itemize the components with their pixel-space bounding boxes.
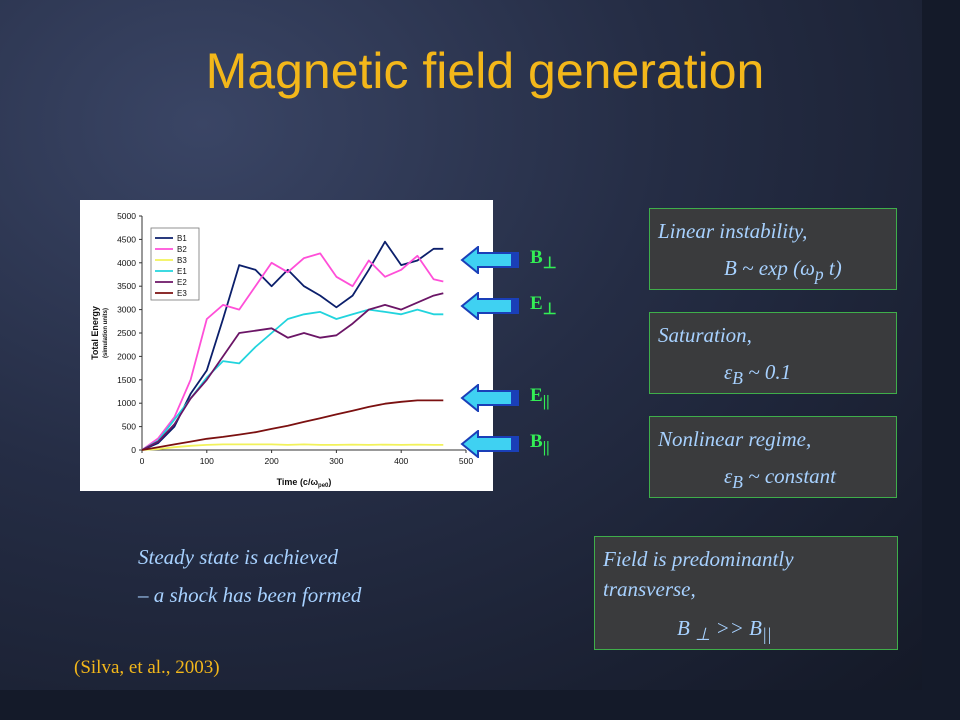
y-tick-label-0: 0 — [131, 445, 136, 455]
x-tick-label-0: 0 — [140, 456, 145, 466]
energy-chart: 0 500 1000 1500 2000 2500 3000 3500 4000 4500 5000… — [80, 200, 493, 491]
transverse-line1: Field is predominantly — [603, 547, 794, 571]
label-b-perp: B⊥ — [530, 247, 557, 272]
series-line-e3 — [141, 399, 444, 451]
series-line-e1 — [141, 308, 444, 451]
y-tick-label-8: 4000 — [117, 258, 136, 268]
y-tick-label-3: 1500 — [117, 375, 136, 385]
x-tick-label-1: 100 — [200, 456, 214, 466]
nonlinear-line1: Nonlinear regime, — [658, 427, 812, 451]
x-axis-label: Time (c/ωpe0) — [277, 477, 332, 489]
transverse-line2: B ⊥ >> B|| — [677, 616, 772, 645]
y-axis-label: Total Energy — [90, 306, 100, 360]
nonlinear-line2: εB ~ constant — [724, 464, 837, 493]
legend-label-b2: B2 — [177, 245, 187, 254]
y-tick-label-10: 5000 — [117, 211, 136, 221]
x-tick-label-5: 500 — [459, 456, 473, 466]
x-tick-label-2: 200 — [265, 456, 279, 466]
legend-label-b3: B3 — [177, 256, 187, 265]
x-tick-label-4: 400 — [394, 456, 408, 466]
y-tick-label-9: 4500 — [117, 234, 136, 244]
caption-line2: – a shock has been formed — [138, 583, 362, 607]
legend-label-e2: E2 — [177, 278, 187, 287]
linear-line1: Linear instability, — [658, 219, 808, 243]
series-line-b2 — [141, 252, 444, 451]
caption-line1: Steady state is achieved — [138, 545, 339, 569]
saturation-line1: Saturation, — [658, 323, 752, 347]
energy-chart-svg: 0500100015002000250030003500400045005000… — [90, 211, 473, 489]
label-e-perp: E⊥ — [530, 293, 557, 318]
transverse-line1b: transverse, — [603, 577, 696, 601]
legend-label-e1: E1 — [177, 267, 187, 276]
x-tick-label-3: 300 — [329, 456, 343, 466]
slide-title: Magnetic field generation — [205, 43, 765, 99]
y-tick-label-5: 2500 — [117, 328, 136, 338]
legend-label-e3: E3 — [177, 289, 187, 298]
arrow-e-par-icon — [460, 384, 519, 412]
arrow-b-par-icon — [460, 430, 519, 458]
citation: (Silva, et al., 2003) — [74, 657, 220, 678]
y-tick-label-4: 2000 — [117, 351, 136, 361]
saturation-line2: εB ~ 0.1 — [724, 360, 792, 389]
y-axis-sublabel: (simulation units) — [103, 308, 109, 358]
legend-box — [150, 227, 200, 301]
slide-edge-right — [922, 0, 960, 720]
y-tick-label-6: 3000 — [117, 305, 136, 315]
linear-line2: B ~ exp (ωp t) — [724, 256, 842, 285]
series-line-e2 — [141, 292, 444, 451]
y-tick-label-7: 3500 — [117, 281, 136, 291]
y-tick-label-2: 1000 — [117, 398, 136, 408]
label-b-par: B|| — [530, 431, 550, 456]
series-line-b3 — [141, 443, 444, 451]
slide-edge-bottom — [0, 690, 960, 720]
box-linear-instability: Linear instability, B ~ exp (ωp t) — [649, 208, 897, 290]
legend-label-b1: B1 — [177, 234, 187, 243]
box-nonlinear-regime: Nonlinear regime, εB ~ constant — [649, 416, 897, 498]
series-line-b1 — [141, 240, 444, 451]
label-e-par: E|| — [530, 385, 550, 410]
box-transverse-field: Field is predominantly transverse, B ⊥ >… — [594, 536, 898, 650]
arrow-b-perp-icon — [460, 246, 519, 274]
y-tick-label-1: 500 — [122, 422, 136, 432]
box-saturation: Saturation, εB ~ 0.1 — [649, 312, 897, 394]
arrow-e-perp-icon — [460, 292, 519, 320]
